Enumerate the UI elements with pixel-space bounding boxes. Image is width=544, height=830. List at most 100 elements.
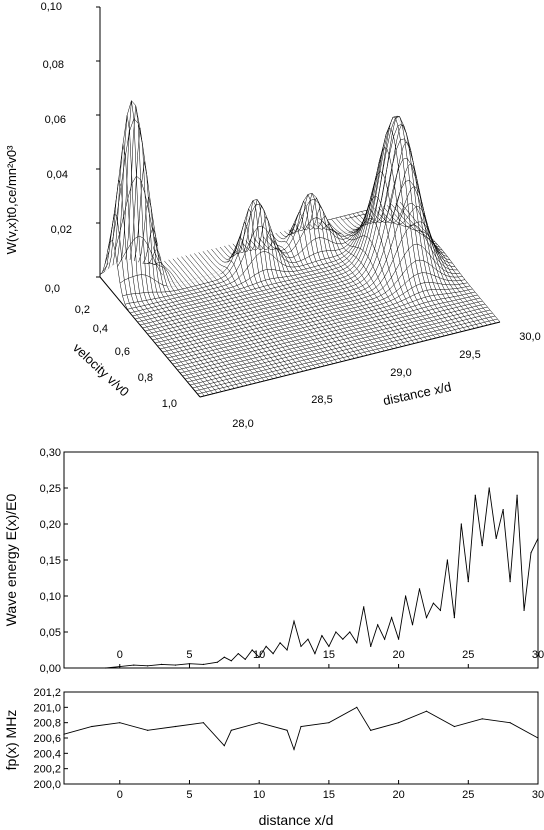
surface-mesh-line-x [232, 199, 334, 364]
data-point [223, 745, 225, 747]
data-point [230, 729, 232, 731]
surface-chart [96, 6, 501, 398]
surface-mesh-line-x [292, 193, 394, 349]
surface-mesh-line-x [142, 226, 244, 387]
surface-xaxis-label: distance x/d [382, 379, 453, 408]
data-point [272, 653, 274, 655]
data-point [321, 635, 323, 637]
data-point [279, 642, 281, 644]
data-point [418, 588, 421, 590]
data-point [397, 722, 400, 724]
surface-mesh-line-x [176, 257, 278, 378]
data-point [223, 656, 225, 658]
data-point [411, 624, 414, 626]
surface-mesh-line-x [112, 144, 214, 394]
data-point [391, 617, 393, 619]
surface-mesh-line-x [202, 251, 304, 372]
data-point [425, 710, 428, 712]
surface-mesh-line-x [331, 218, 432, 340]
surface-mesh [99, 100, 501, 398]
data-point [188, 663, 191, 665]
data-point [509, 581, 511, 583]
data-point [91, 725, 93, 728]
surface-xtick-label: 29,0 [390, 367, 411, 379]
data-point [481, 545, 483, 547]
data-point [258, 722, 260, 724]
data-point [530, 552, 532, 554]
data-point [342, 638, 344, 640]
data-point [356, 706, 358, 708]
data-point [453, 617, 455, 619]
y-tick-label: 200,2 [33, 764, 61, 776]
y-tick-label: 0,05 [40, 627, 61, 639]
data-point [293, 620, 295, 622]
frequency-xaxis-label: distance x/d [259, 812, 334, 828]
data-point [509, 722, 511, 724]
data-point [251, 649, 253, 651]
series-line [63, 706, 539, 751]
x-tick-label: 5 [186, 789, 192, 801]
surface-mesh-line-x [147, 248, 248, 386]
surface-mesh-line-x [271, 233, 372, 355]
plot-frame [63, 451, 539, 669]
data-point [202, 663, 205, 666]
y-tick-label: 0,15 [40, 555, 61, 567]
surface-mesh-line-x [151, 261, 252, 385]
surface-zaxis: 0,0 0,02 0,04 0,06 0,08 0,10 W(v,x)t0,ce… [4, 1, 72, 295]
surface-mesh-line-x [378, 206, 479, 328]
data-point [432, 602, 435, 604]
y-tick-label: 0,25 [40, 483, 61, 495]
surface-mesh-line-x [314, 223, 415, 344]
x-tick-label: 0 [117, 789, 123, 801]
surface-mesh-line-x [296, 192, 398, 348]
x-tick-label: 10 [253, 789, 265, 801]
surface-mesh-line-x [245, 215, 346, 361]
surface-mesh-line-x [189, 254, 291, 375]
data-point [147, 729, 149, 731]
data-point [495, 537, 497, 540]
data-point [356, 642, 358, 644]
data-point [488, 487, 490, 489]
data-point [300, 725, 302, 728]
surface-mesh-line-x [181, 256, 282, 377]
data-point [300, 645, 302, 648]
data-point [147, 665, 149, 667]
data-point [286, 729, 288, 731]
surface-mesh-line-x [344, 147, 445, 337]
data-point [467, 581, 469, 583]
surface-mesh-line-x [104, 213, 205, 397]
x-tick-label: 15 [323, 789, 335, 801]
data-point [119, 665, 121, 668]
x-tick-label: 25 [462, 649, 474, 661]
x-tick-label: 0 [117, 649, 123, 661]
surface-ztick-label: 0,04 [47, 169, 68, 181]
series-line [105, 487, 539, 669]
surface-mesh-line-x [386, 205, 488, 326]
surface-mesh-line-x [134, 161, 235, 389]
data-point [105, 667, 107, 669]
surface-vtick-label: 1,0 [162, 398, 177, 410]
data-point [537, 537, 539, 540]
data-point [133, 664, 135, 666]
surface-mesh-line-x [305, 205, 406, 346]
surface-vtick-label: 0,2 [75, 304, 90, 316]
frequency-yaxis-label: fp(x) MHz [3, 710, 19, 771]
x-tick-label: 15 [323, 649, 335, 661]
surface-mesh-line-x [159, 261, 261, 383]
surface-mesh-line-x [322, 221, 424, 342]
data-point [377, 624, 379, 626]
surface-mesh-line-x [262, 236, 364, 357]
data-point [474, 494, 476, 496]
surface-mesh-line-x [339, 171, 441, 338]
surface-mesh-line-x [206, 250, 308, 371]
surface-mesh-line-x [99, 240, 201, 398]
surface-mesh-line-x [224, 221, 325, 367]
data-point [335, 631, 337, 633]
data-point [370, 645, 372, 648]
surface-mesh-line-x [284, 211, 385, 352]
data-point [174, 664, 177, 666]
frequency-chart: 200,0 200,2 200,4 200,6 200,8 201,0 201,2 0 5 10 1… [33, 687, 544, 801]
surface-mesh-line-x [352, 116, 454, 334]
data-point [265, 645, 267, 648]
